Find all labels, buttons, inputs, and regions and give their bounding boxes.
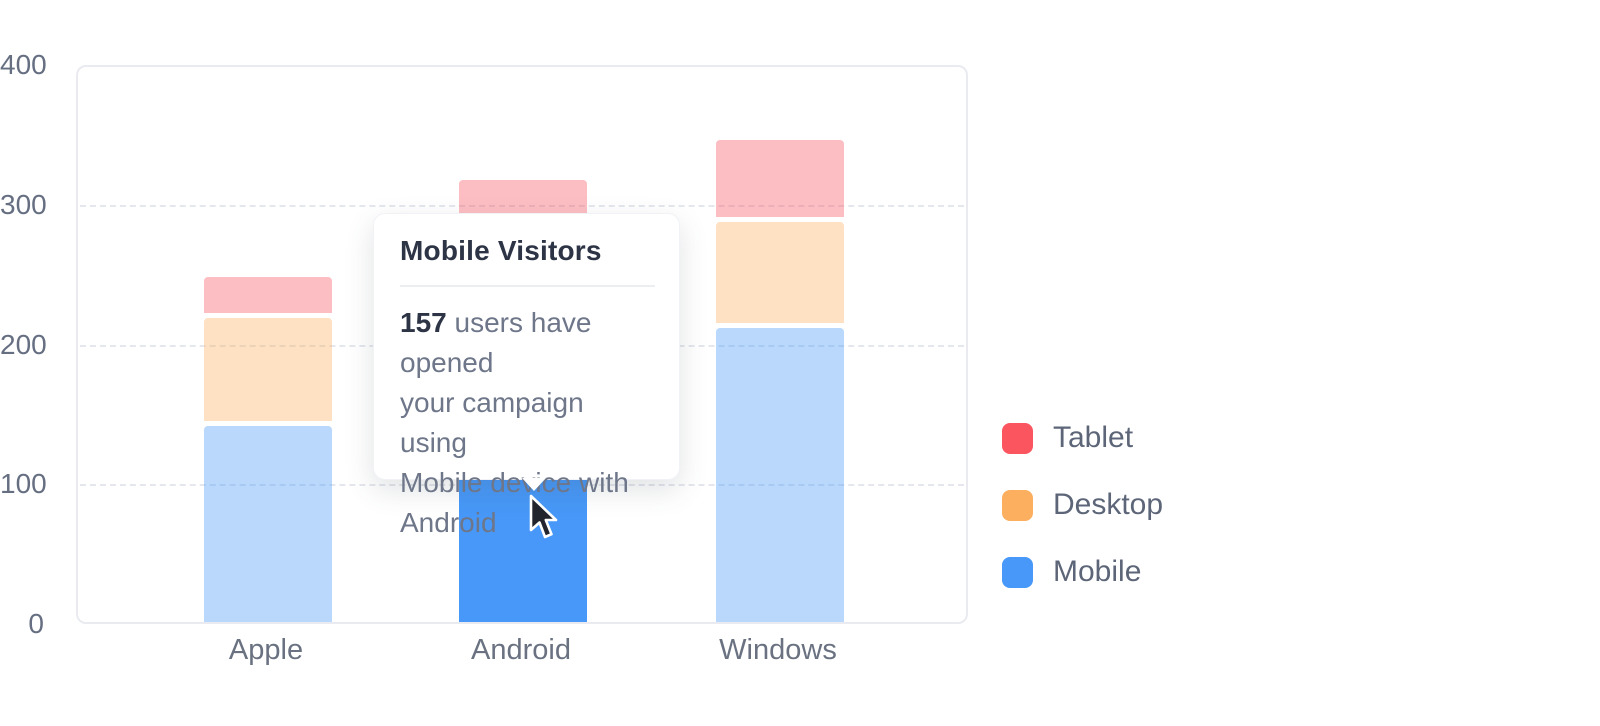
tooltip-count: 157 bbox=[400, 307, 447, 338]
x-label-windows: Windows bbox=[719, 634, 837, 666]
y-tick-200: 200 bbox=[0, 328, 47, 360]
bar-apple-desktop[interactable] bbox=[204, 318, 332, 422]
tooltip-line-1: 157 users have opened bbox=[400, 307, 592, 378]
tooltip-divider bbox=[400, 285, 655, 287]
tooltip-line-2: your campaign using bbox=[400, 387, 584, 458]
tablet-swatch-icon bbox=[1002, 422, 1033, 454]
x-label-android: Android bbox=[471, 634, 571, 666]
legend: Tablet Desktop Mobile bbox=[1002, 421, 1222, 623]
tooltip-line-4: Android bbox=[400, 507, 497, 538]
tooltip-title: Mobile Visitors bbox=[400, 235, 602, 266]
x-label-apple: Apple bbox=[228, 634, 304, 666]
mouse-cursor-icon bbox=[529, 494, 558, 539]
bar-windows-tablet[interactable] bbox=[716, 139, 844, 218]
bar-windows-desktop[interactable] bbox=[716, 222, 844, 324]
y-tick-100: 100 bbox=[0, 468, 47, 500]
bar-apple-tablet[interactable] bbox=[204, 276, 332, 314]
legend-label-tablet: Tablet bbox=[1053, 421, 1134, 454]
gridline-300 bbox=[80, 204, 964, 207]
legend-item-desktop[interactable]: Desktop bbox=[1002, 488, 1222, 521]
mobile-swatch-icon bbox=[1002, 556, 1033, 588]
bar-apple-mobile[interactable] bbox=[204, 426, 332, 622]
tooltip-line-3: Mobile device with bbox=[400, 467, 629, 498]
tooltip-arrow bbox=[522, 478, 546, 491]
legend-item-mobile[interactable]: Mobile bbox=[1002, 555, 1222, 588]
legend-item-tablet[interactable]: Tablet bbox=[1002, 421, 1222, 454]
tooltip-body: 157 users have opened your campaign usin… bbox=[400, 303, 655, 543]
legend-label-desktop: Desktop bbox=[1053, 488, 1164, 521]
y-tick-400: 400 bbox=[0, 49, 47, 80]
y-tick-0: 0 bbox=[28, 608, 44, 639]
bar-windows-mobile[interactable] bbox=[716, 328, 844, 622]
tooltip: Mobile Visitors 157 users have opened yo… bbox=[373, 213, 680, 538]
y-tick-300: 300 bbox=[0, 188, 47, 220]
desktop-swatch-icon bbox=[1002, 489, 1033, 521]
legend-label-mobile: Mobile bbox=[1053, 555, 1142, 588]
